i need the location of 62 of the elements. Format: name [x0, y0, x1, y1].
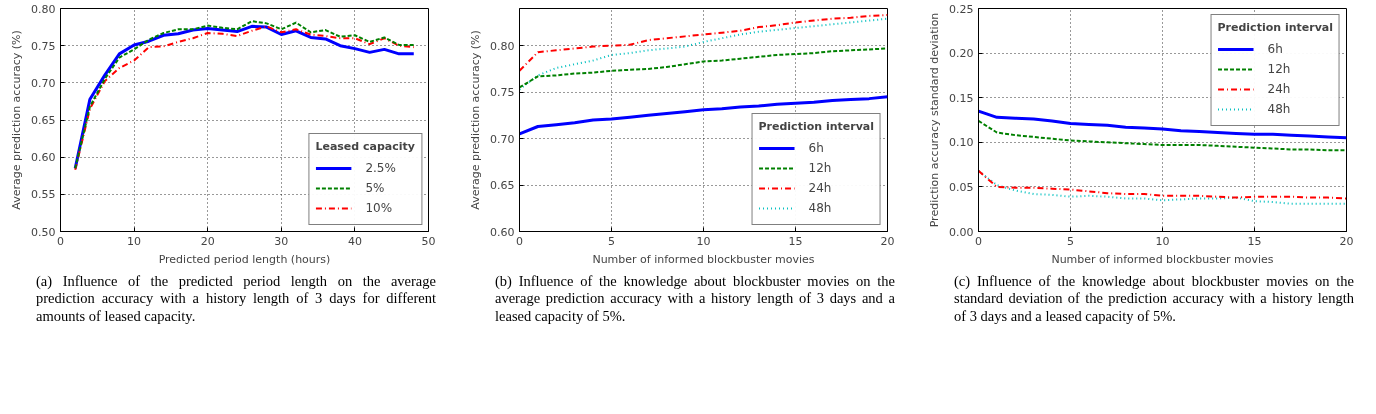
x-tick-label: 20: [880, 234, 895, 248]
x-tick-label: 10: [1155, 234, 1170, 248]
x-tick-label: 30: [274, 234, 289, 248]
y-tick-label: 0.65: [490, 179, 515, 193]
x-tick-label: 5: [1067, 234, 1074, 248]
y-axis-title: Average prediction accuracy (%): [469, 30, 483, 210]
y-tick-label: 0.10: [949, 136, 974, 150]
x-tick-label: 20: [1339, 234, 1354, 248]
x-tick-label: 40: [347, 234, 362, 248]
line-series: [519, 17, 888, 91]
y-tick-label: 0.65: [31, 114, 56, 127]
text: (c) Influence of the knowledge about blockbuster movies on the standard deviation of the prediction accuracy with a history length of 3 days and a leased capacity of 5%.: [954, 273, 1354, 326]
x-tick-label: 15: [1247, 234, 1262, 248]
legend-label: 48h: [808, 201, 832, 215]
x-tick-label: 10: [127, 234, 142, 248]
legend-label: 6h: [808, 141, 825, 155]
line-series: [978, 119, 1347, 152]
x-tick-label: 0: [516, 234, 523, 248]
x-tick-label: 15: [788, 234, 803, 248]
y-tick-label: 0.25: [949, 2, 974, 16]
y-tick-label: 0.50: [31, 225, 56, 239]
y-axis-title: Average prediction accuracy (%): [10, 30, 24, 210]
legend-label: 6h: [1267, 42, 1284, 56]
legend-title: Leased capacity: [315, 140, 415, 153]
y-tick-label: 0.70: [490, 132, 515, 146]
x-axis-title: Number of informed blockbuster movies: [592, 252, 815, 266]
y-axis-title: Prediction accuracy standard deviation: [928, 12, 942, 228]
y-tick-label: 0.00: [949, 225, 974, 239]
legend-title: Prediction interval: [758, 120, 874, 133]
y-tick-label: 0.60: [490, 225, 515, 239]
legend-label: 5%: [365, 181, 386, 195]
x-tick-label: 10: [696, 234, 711, 248]
x-tick-label: 0: [975, 234, 982, 248]
line-series: [519, 95, 888, 136]
line-series: [519, 47, 888, 89]
y-tick-label: 0.60: [31, 151, 56, 165]
x-tick-label: 0: [57, 234, 64, 248]
legend-label: 24h: [808, 181, 832, 195]
y-tick-label: 0.20: [949, 47, 974, 61]
y-tick-label: 0.75: [31, 39, 56, 53]
legend-label: 2.5%: [365, 161, 396, 175]
y-tick-label: 0.75: [490, 86, 515, 100]
text: (a) Influence of the predicted period length on the average prediction accuracy with a history length of 3 days for different amounts of leased capacity.: [36, 273, 436, 326]
text: (b) Influence of the knowledge about blockbuster movies on the average prediction accuracy with a history length of 3 days and a leased capacity of 5%.: [495, 273, 895, 326]
x-axis-title: Number of informed blockbuster movies: [1051, 252, 1274, 266]
y-tick-label: 0.80: [490, 39, 515, 53]
legend-label: 12h: [1267, 62, 1291, 76]
y-tick-label: 0.05: [949, 180, 974, 194]
legend-label: 12h: [808, 161, 832, 175]
x-tick-label: 50: [421, 234, 436, 248]
line-series: [519, 14, 888, 72]
legend-title: Prediction interval: [1217, 21, 1333, 34]
y-tick-label: 0.55: [31, 188, 56, 202]
x-axis-title: Predicted period length (hours): [158, 252, 331, 266]
y-tick-label: 0.80: [31, 2, 56, 16]
legend-label: 10%: [365, 201, 393, 215]
x-tick-label: 5: [608, 234, 615, 248]
y-tick-label: 0.70: [31, 76, 56, 90]
y-tick-label: 0.15: [949, 91, 974, 105]
x-tick-label: 20: [200, 234, 215, 248]
legend-label: 24h: [1267, 82, 1291, 96]
legend-label: 48h: [1267, 102, 1291, 116]
